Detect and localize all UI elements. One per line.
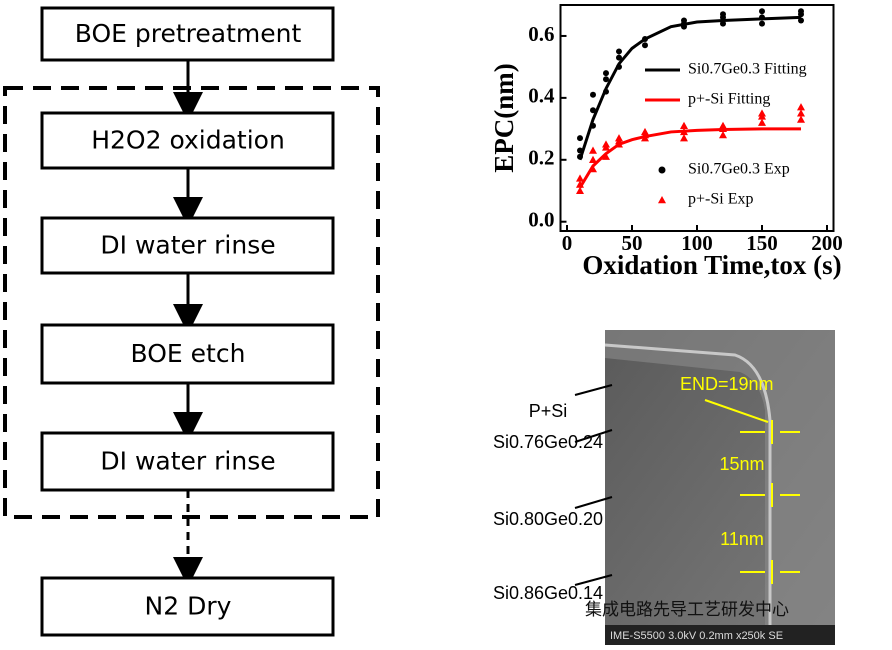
point — [615, 134, 623, 142]
fit-line — [578, 127, 801, 189]
point — [576, 174, 584, 182]
x-tick-label: 50 — [622, 231, 643, 255]
point — [577, 153, 583, 160]
width-label: 11nm — [720, 529, 764, 549]
width-label: END=19nm — [680, 374, 774, 394]
layer-label: P+Si — [529, 401, 568, 421]
point — [797, 115, 805, 123]
legend-label: Si0.7Ge0.3 Exp — [688, 161, 790, 178]
x-axis-label: Oxidation Time,tox (s) — [582, 250, 841, 280]
width-label: 15nm — [719, 454, 764, 474]
legend-marker — [658, 166, 666, 174]
point — [758, 118, 766, 126]
point — [603, 70, 609, 77]
point — [641, 127, 649, 136]
dim-pointer — [704, 399, 769, 423]
x-tick-label: 100 — [681, 231, 713, 255]
x-tick-label: 0 — [562, 231, 573, 255]
sem-sidewall — [605, 330, 835, 645]
point — [797, 103, 805, 111]
watermark: 集成电路先导工艺研发中心 — [585, 600, 789, 620]
point — [759, 8, 765, 15]
y-tick-label: 0.4 — [528, 84, 555, 108]
point — [590, 91, 596, 98]
point — [603, 88, 609, 95]
sem-info-bar — [605, 625, 835, 645]
point — [602, 140, 610, 148]
point — [681, 17, 687, 24]
point — [680, 134, 688, 142]
legend-marker — [658, 196, 666, 204]
point — [589, 165, 597, 173]
point — [680, 121, 688, 129]
point — [680, 127, 688, 136]
step-box — [40, 6, 335, 62]
flowchart: BOE pretreatment H2O2 oxidation DI water r… — [3, 6, 380, 637]
chart: 0 50 100 150 200 0.0 0.2 0.4 0.6 EPC(nm) Oxidation… — [489, 4, 843, 280]
sem-caption: IME-S5500 3.0kV 0.2mm x250k SE — [610, 630, 783, 642]
point — [719, 131, 727, 139]
y-axis-label: EPC(nm) — [489, 63, 519, 173]
point — [576, 186, 584, 194]
point — [798, 17, 804, 24]
legend-label: p+-Si Fitting — [688, 91, 770, 108]
x-tick-label: 200 — [811, 231, 843, 255]
point — [577, 147, 583, 154]
point — [616, 54, 622, 61]
legend-label: p+-Si Exp — [688, 191, 753, 208]
point — [797, 109, 805, 117]
layer-pointer — [574, 429, 613, 443]
point — [616, 63, 622, 70]
point — [720, 20, 726, 27]
x-tick-label: 150 — [746, 231, 778, 255]
point — [589, 146, 597, 154]
layer-label: Si0.80Ge0.20 — [493, 509, 603, 529]
point — [576, 180, 584, 188]
layer-pointer — [574, 384, 613, 396]
point — [603, 76, 609, 83]
step-box — [40, 216, 335, 275]
point — [616, 48, 622, 55]
point — [719, 121, 727, 129]
step-box — [40, 576, 335, 637]
step-label: BOE etch — [131, 339, 246, 368]
point — [590, 122, 596, 129]
y-tick-label: 0.6 — [528, 22, 554, 46]
step-box — [40, 323, 335, 385]
legend-label: Si0.7Ge0.3 Fitting — [688, 61, 807, 78]
sem-edge — [604, 343, 772, 645]
step-label: BOE pretreatment — [75, 19, 302, 48]
sem-panel: P+Si Si0.76Ge0.24 Si0.80Ge0.20 Si0.86Ge0.14… — [493, 330, 835, 645]
step-label: DI water rinse — [100, 447, 275, 476]
point — [642, 42, 648, 49]
point — [590, 107, 596, 114]
point — [758, 109, 766, 117]
dashed-loop-box — [3, 86, 380, 519]
point — [720, 11, 726, 18]
point — [759, 14, 765, 21]
point — [589, 155, 597, 163]
layer-label: Si0.76Ge0.24 — [493, 432, 603, 452]
layer-pointer — [574, 496, 613, 509]
point — [798, 8, 804, 15]
step-label: N2 Dry — [145, 592, 232, 621]
y-tick-label: 0.2 — [528, 146, 554, 170]
step-label: H2O2 oxidation — [91, 126, 285, 155]
step-label: DI water rinse — [100, 231, 275, 260]
point — [759, 20, 765, 27]
layer-pointer — [574, 574, 613, 586]
y-tick-label: 0.0 — [528, 208, 554, 232]
layer-label: Si0.86Ge0.14 — [493, 583, 603, 603]
point — [577, 135, 583, 142]
point — [642, 36, 648, 43]
fit-line — [578, 15, 802, 161]
point — [602, 152, 610, 160]
